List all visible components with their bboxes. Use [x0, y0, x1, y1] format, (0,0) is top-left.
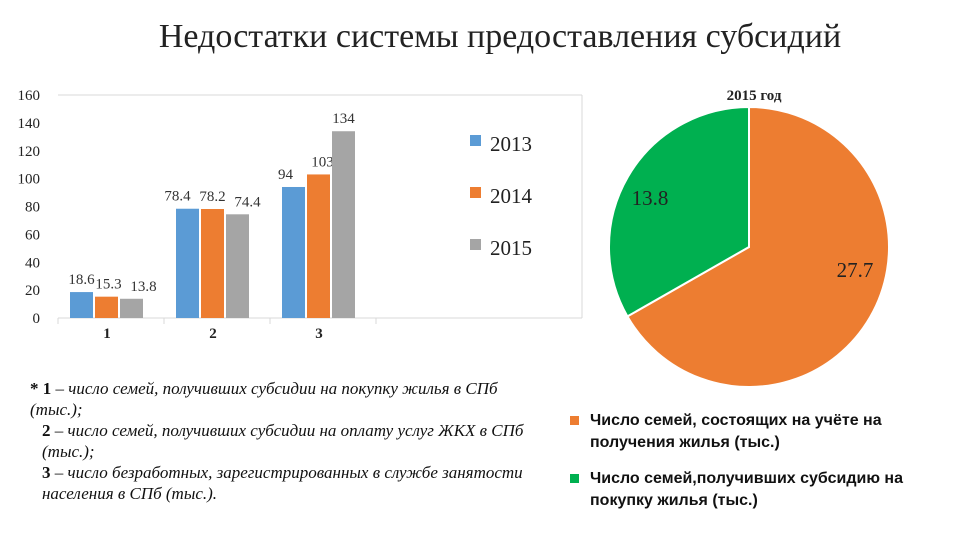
pie-legend-swatch-waiting [570, 416, 579, 425]
data-label-2013-cat-2: 78.4 [164, 189, 191, 205]
legend-swatch-2014 [470, 187, 481, 198]
pie-legend: Число семей, состоящих на учёте на получ… [568, 410, 958, 526]
pie-data-label-0: 27.7 [837, 258, 874, 282]
y-tick-label-8: 160 [18, 88, 41, 104]
bar-2015-cat-3 [332, 131, 355, 318]
footnote-text-1: – число семей, получивших субсидии на по… [30, 379, 498, 419]
footnote-marker-1: * 1 [30, 379, 52, 398]
pie-legend-label-waiting: Число семей, состоящих на учёте на получ… [590, 412, 882, 451]
pie-slice-1 [608, 105, 750, 318]
data-label-2015-cat-1: 13.8 [130, 279, 156, 295]
pie-data-label-1: 13.8 [632, 186, 669, 210]
bar-2014-cat-1 [95, 296, 118, 318]
y-tick-label-2: 40 [25, 255, 40, 271]
data-label-2015-cat-2: 74.4 [234, 194, 261, 210]
bar-2015-cat-2 [226, 214, 249, 318]
footnote-marker-3: 3 [42, 463, 51, 482]
y-tick-label-1: 20 [25, 283, 40, 299]
bar-2013-cat-1 [70, 292, 93, 318]
pie-legend-swatch-received [570, 474, 579, 483]
legend-swatch-2015 [470, 239, 481, 250]
legend-label-2015: 2015 [490, 236, 532, 260]
data-label-2014-cat-3: 103 [311, 154, 334, 170]
legend-label-2013: 2013 [490, 132, 532, 156]
y-tick-label-3: 60 [25, 227, 40, 243]
slide-title: Недостатки системы предоставления субсид… [158, 18, 842, 55]
footnote-text-3: – число безработных, зарегистрированных … [42, 463, 523, 503]
data-label-2013-cat-3: 94 [278, 167, 294, 183]
footnote-marker-2: 2 [42, 421, 51, 440]
data-label-2014-cat-1: 15.3 [95, 277, 121, 293]
bar-2014-cat-3 [307, 174, 330, 318]
footnote-text-2: – число семей, получивших субсидии на оп… [42, 421, 524, 461]
legend-swatch-2013 [470, 135, 481, 146]
bar-2015-cat-1 [120, 298, 143, 318]
footnote: * 1 – число семей, получивших субсидии н… [30, 378, 550, 504]
data-label-2013-cat-1: 18.6 [68, 272, 95, 288]
y-tick-label-4: 80 [25, 200, 40, 216]
y-tick-label-6: 120 [18, 144, 41, 160]
bar-2013-cat-3 [282, 186, 305, 318]
data-label-2015-cat-3: 134 [332, 111, 355, 127]
x-tick-label-2: 2 [209, 326, 217, 342]
pie-legend-label-received: Число семей,получивших субсидию на покуп… [590, 470, 903, 509]
y-tick-label-7: 140 [18, 116, 41, 132]
bar-chart: 0 20 40 60 80 100 120 140 160 18.6 15.3 13.8 1 78.4 78… [18, 88, 583, 342]
pie-chart: 2015 год 27.7 13.8 [608, 88, 890, 388]
data-label-2014-cat-2: 78.2 [199, 189, 225, 205]
x-tick-label-1: 1 [103, 326, 111, 342]
bar-2014-cat-2 [201, 209, 224, 318]
x-tick-label-3: 3 [315, 326, 323, 342]
y-tick-label-5: 100 [18, 172, 41, 188]
legend-label-2014: 2014 [490, 184, 533, 208]
pie-title: 2015 год [727, 88, 782, 104]
pie-legend-item-waiting: Число семей, состоящих на учёте на получ… [568, 410, 958, 454]
y-tick-label-0: 0 [33, 311, 41, 327]
pie-legend-item-received: Число семей,получивших субсидию на покуп… [568, 468, 958, 512]
pie-slice-0 [626, 105, 890, 388]
bar-2013-cat-2 [176, 208, 199, 318]
